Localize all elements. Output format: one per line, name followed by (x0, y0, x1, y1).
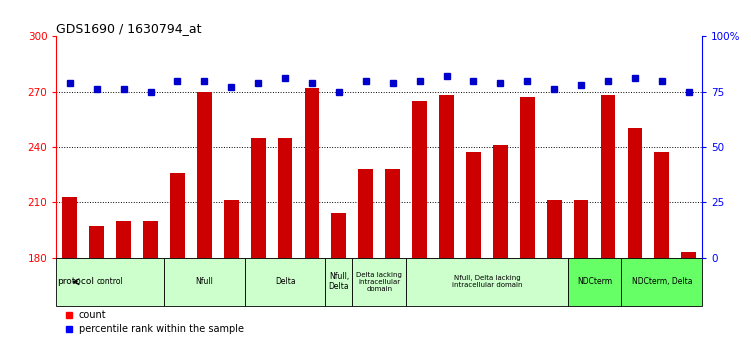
Bar (466, 152, 481, 258)
Bar (412, 101, 427, 258)
Bar (197, 91, 212, 258)
Bar (520, 97, 535, 258)
Text: Nfull: Nfull (195, 277, 213, 286)
Bar (245, 258, 325, 306)
Text: Nfull, Delta lacking
intracellular domain: Nfull, Delta lacking intracellular domai… (451, 275, 522, 288)
Text: control: control (97, 277, 123, 286)
Bar (654, 152, 669, 258)
Text: count: count (79, 310, 107, 320)
Text: Delta lacking
intracellular
domain: Delta lacking intracellular domain (356, 272, 403, 292)
Bar (251, 138, 266, 258)
Bar (331, 213, 346, 258)
Text: NDCterm: NDCterm (577, 277, 612, 286)
Bar (385, 169, 400, 258)
Bar (62, 197, 77, 258)
Bar (681, 252, 696, 258)
Text: GDS1690 / 1630794_at: GDS1690 / 1630794_at (56, 22, 202, 35)
Text: percentile rank within the sample: percentile rank within the sample (79, 324, 244, 334)
Bar (170, 173, 185, 258)
Bar (116, 221, 131, 258)
Bar (493, 145, 508, 258)
Bar (164, 258, 245, 306)
Bar (278, 138, 292, 258)
Bar (622, 258, 702, 306)
Bar (628, 128, 642, 258)
Bar (601, 95, 615, 258)
Bar (352, 258, 406, 306)
Bar (547, 200, 562, 258)
Bar (358, 169, 373, 258)
Bar (568, 258, 622, 306)
Text: Delta: Delta (275, 277, 295, 286)
Text: protocol: protocol (57, 277, 94, 286)
Bar (325, 258, 352, 306)
Bar (406, 258, 568, 306)
Bar (305, 88, 319, 258)
Bar (224, 200, 239, 258)
Bar (574, 200, 589, 258)
Bar (89, 226, 104, 258)
Text: Nfull,
Delta: Nfull, Delta (329, 272, 349, 292)
Bar (143, 221, 158, 258)
Text: NDCterm, Delta: NDCterm, Delta (632, 277, 692, 286)
Bar (56, 258, 164, 306)
Bar (439, 95, 454, 258)
